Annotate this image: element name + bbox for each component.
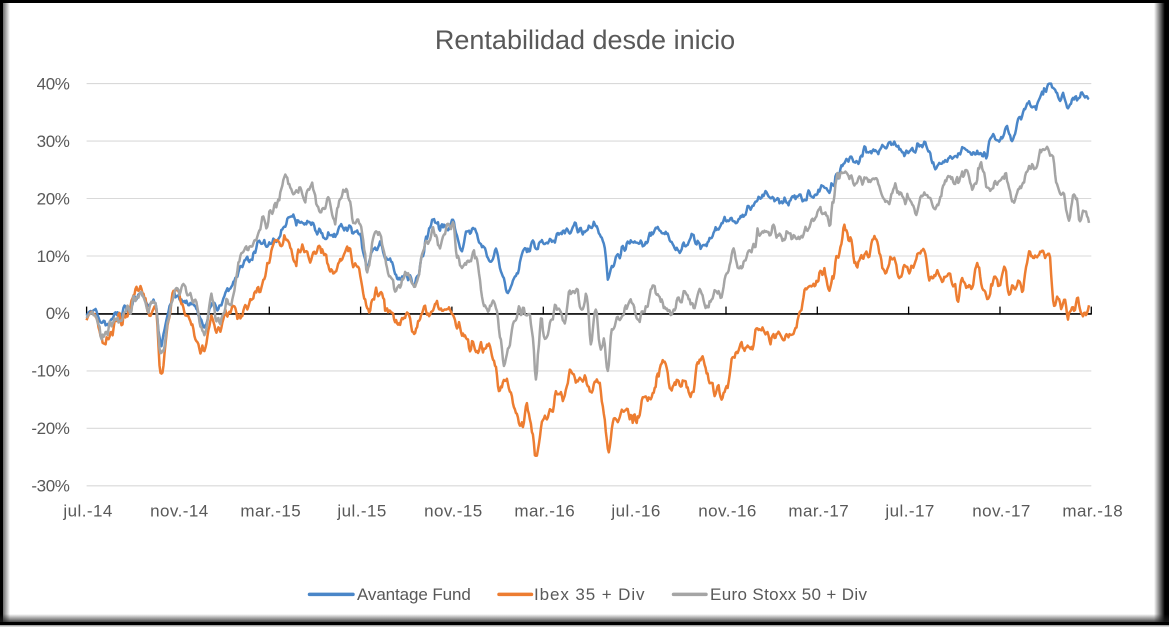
svg-text:-20%: -20% bbox=[31, 419, 69, 438]
svg-text:mar.-15: mar.-15 bbox=[240, 502, 301, 521]
svg-text:10%: 10% bbox=[37, 247, 70, 266]
svg-text:-30%: -30% bbox=[31, 477, 69, 496]
svg-text:Euro Stoxx 50 + Div: Euro Stoxx 50 + Div bbox=[710, 585, 868, 604]
svg-text:-10%: -10% bbox=[31, 362, 69, 381]
svg-text:mar.-18: mar.-18 bbox=[1062, 502, 1123, 521]
svg-text:jul.-17: jul.-17 bbox=[884, 502, 934, 521]
svg-text:Rentabilidad desde inicio: Rentabilidad desde inicio bbox=[435, 25, 735, 55]
svg-text:jul.-14: jul.-14 bbox=[62, 502, 112, 521]
svg-text:nov.-15: nov.-15 bbox=[424, 502, 483, 521]
svg-text:0%: 0% bbox=[46, 304, 70, 323]
svg-text:mar.-17: mar.-17 bbox=[788, 502, 849, 521]
svg-text:40%: 40% bbox=[37, 74, 70, 93]
svg-text:nov.-16: nov.-16 bbox=[698, 502, 757, 521]
svg-text:Avantage Fund: Avantage Fund bbox=[357, 585, 471, 604]
svg-text:mar.-16: mar.-16 bbox=[514, 502, 575, 521]
svg-text:jul.-16: jul.-16 bbox=[610, 502, 660, 521]
svg-text:Ibex 35 + Div: Ibex 35 + Div bbox=[534, 585, 645, 604]
svg-text:nov.-17: nov.-17 bbox=[972, 502, 1031, 521]
svg-text:jul.-15: jul.-15 bbox=[336, 502, 386, 521]
svg-text:20%: 20% bbox=[37, 189, 70, 208]
svg-text:30%: 30% bbox=[37, 132, 70, 151]
svg-text:nov.-14: nov.-14 bbox=[150, 502, 209, 521]
